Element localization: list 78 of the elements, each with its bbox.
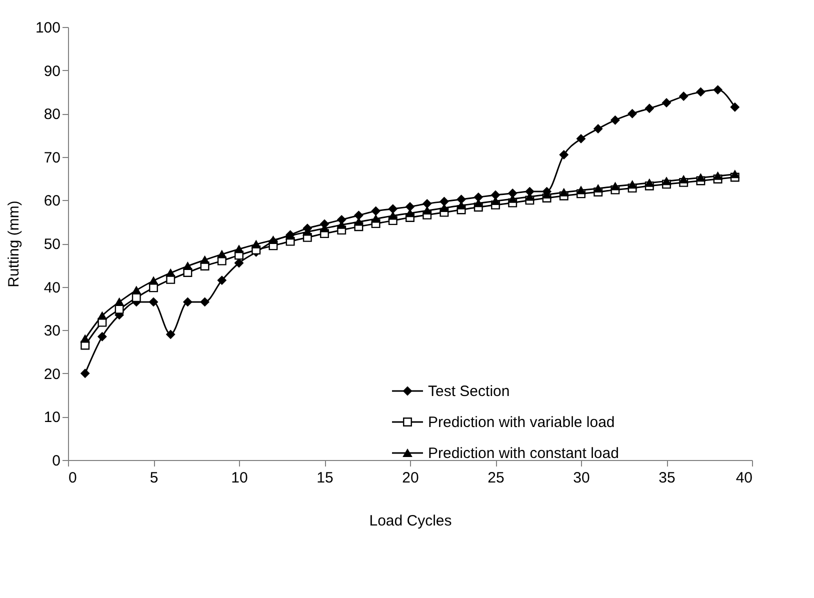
point (149, 297, 158, 306)
point (730, 102, 740, 112)
point (80, 368, 90, 378)
point (406, 202, 414, 212)
y-tick-label: 40 (44, 279, 60, 296)
point (628, 180, 637, 189)
x-tick-label: 40 (736, 470, 752, 486)
y-tick-label: 100 (35, 20, 60, 36)
y-tick-label: 10 (44, 409, 60, 426)
point (166, 268, 176, 277)
x-tick-label: 25 (488, 470, 504, 486)
point (234, 245, 244, 254)
point (371, 214, 380, 223)
point (696, 87, 706, 96)
legend-label: Test Section (428, 383, 510, 400)
point (252, 240, 261, 248)
point (662, 98, 671, 108)
y-tick-label: 70 (44, 149, 60, 166)
x-tick-label: 20 (402, 470, 419, 486)
point (200, 297, 210, 306)
y-tick-label: 20 (44, 366, 60, 383)
point (679, 92, 688, 101)
point (114, 298, 124, 306)
point (491, 190, 500, 200)
point (610, 182, 620, 190)
point (114, 304, 124, 314)
y-tick-label: 0 (52, 452, 60, 470)
point (644, 104, 654, 113)
point (594, 184, 603, 192)
point (388, 212, 398, 220)
point (388, 204, 398, 214)
point (628, 109, 637, 118)
x-tick-label: 15 (316, 470, 334, 486)
point (576, 186, 586, 194)
point (422, 199, 432, 208)
point (149, 276, 158, 285)
y-tick-label: 80 (44, 106, 60, 124)
point (132, 293, 141, 302)
point (166, 330, 176, 339)
x-tick-label: 35 (658, 470, 676, 486)
point (98, 332, 107, 342)
point (217, 250, 226, 258)
point (371, 206, 380, 216)
point (696, 174, 706, 182)
y-axis-title: Rutting (mm) (5, 200, 22, 288)
point (217, 276, 226, 285)
point (508, 188, 518, 198)
point (456, 194, 466, 204)
point (183, 297, 192, 306)
point (662, 177, 671, 186)
x-tick-label: 5 (150, 470, 158, 486)
point (610, 116, 620, 125)
legend-label: Prediction with variable load (428, 414, 615, 431)
point (576, 134, 586, 144)
point (474, 192, 483, 202)
point (594, 124, 603, 134)
point (268, 236, 278, 244)
point (183, 262, 192, 270)
point (440, 197, 449, 206)
point (98, 312, 107, 320)
point (354, 210, 364, 220)
x-tick-label: 10 (231, 470, 248, 486)
point (132, 286, 141, 294)
x-axis-title: Load Cycles (369, 512, 452, 530)
y-tick-label: 60 (44, 192, 60, 210)
point (679, 175, 688, 184)
point (559, 188, 568, 196)
x-tick-label: 30 (573, 470, 590, 486)
point (559, 150, 568, 160)
point (713, 85, 722, 94)
y-tick-label: 30 (44, 322, 60, 340)
point (80, 334, 90, 343)
legend-label: Prediction with constant load (428, 445, 619, 462)
y-tick-label: 90 (44, 62, 60, 80)
y-tick-label: 50 (44, 236, 60, 253)
x-tick-label: 0 (68, 470, 77, 486)
point (200, 256, 210, 264)
point (234, 258, 244, 268)
